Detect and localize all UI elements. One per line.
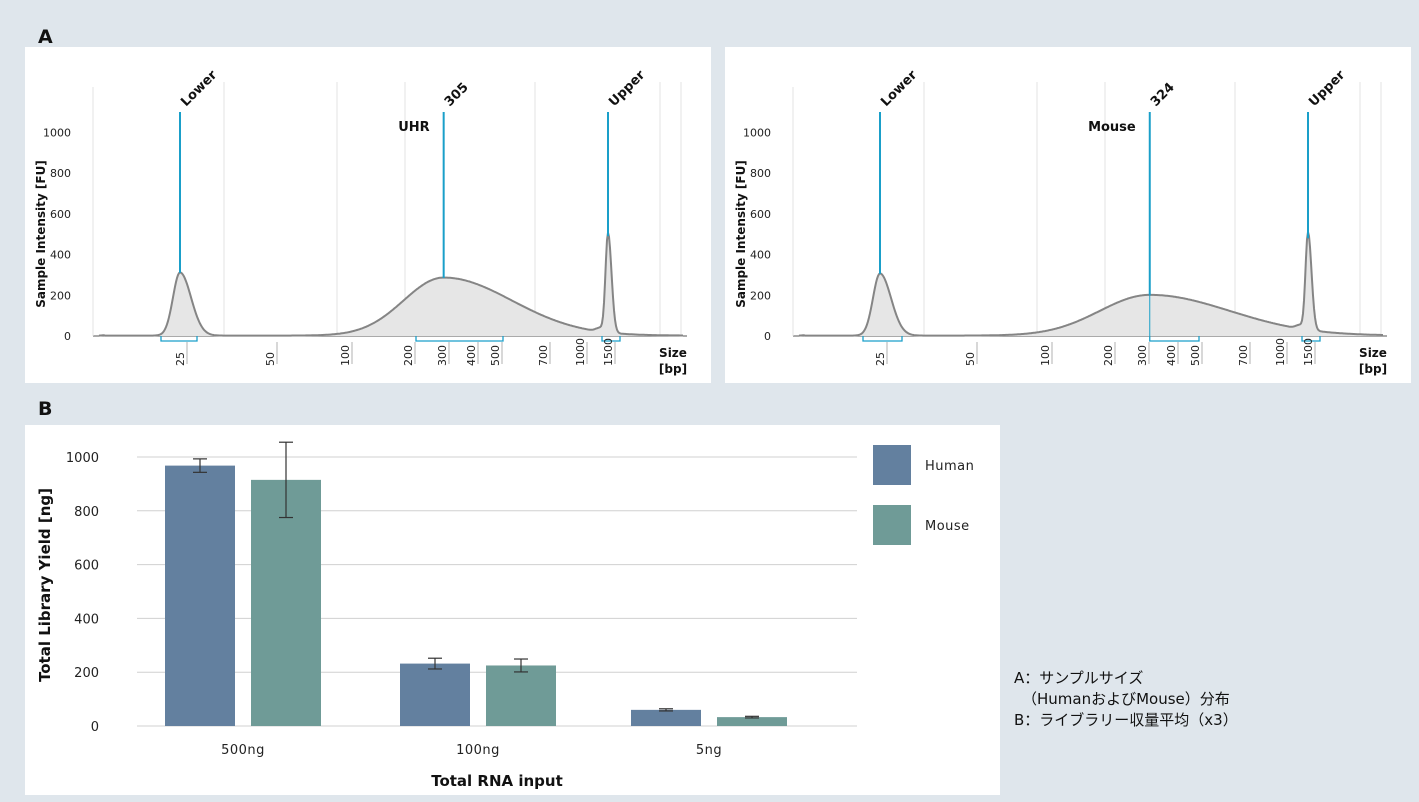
upper-marker-label: Upper [1306, 67, 1348, 109]
region-bracket [601, 336, 621, 342]
lower-marker-label: Lower [178, 67, 220, 109]
y-tick-label: 800 [50, 167, 71, 180]
caption-line-2: （HumanおよびMouse）分布 [1022, 690, 1230, 708]
legend-label-mouse: Mouse [925, 519, 970, 534]
x-tick-label: 5ng [696, 743, 722, 758]
x-axis-label: Size [659, 346, 687, 360]
panel-label-b: B [38, 398, 53, 420]
main-peak-marker-label: 324 [1148, 80, 1178, 110]
y-tick-label: 200 [74, 666, 99, 681]
upper-marker-label: Upper [606, 67, 648, 109]
x-tick-label: 300 [1136, 345, 1149, 366]
x-tick-label: 25 [874, 352, 887, 366]
x-tick-label: 500ng [221, 743, 265, 758]
x-axis-label: Size [1359, 346, 1387, 360]
x-tick-label: 100 [339, 345, 352, 366]
y-tick-label: 0 [91, 720, 99, 735]
y-axis-label: Total Library Yield [ng] [36, 488, 54, 682]
y-tick-label: 400 [750, 249, 771, 262]
library-yield-bar-chart: 0 200 400 600 800 1000 Total Library Yield [ng… [25, 425, 1000, 795]
y-tick-label: 400 [74, 612, 99, 627]
region-bracket [415, 336, 504, 342]
trace-line [98, 232, 683, 337]
region-bracket [862, 336, 903, 342]
x-tick-label: 400 [1165, 345, 1178, 366]
x-tick-label: 1000 [1274, 338, 1287, 366]
bar-mouse-500ng [251, 479, 321, 726]
trace-fill [99, 232, 683, 336]
caption-line-1: A：サンプルサイズ [1014, 669, 1144, 687]
caption-line-3: B：ライブラリー収量平均（x3） [1014, 711, 1238, 729]
legend-swatch-mouse [873, 505, 911, 545]
y-axis-label: Sample Intensity [FU] [734, 160, 748, 308]
bar-human-5ng [631, 709, 701, 726]
x-tick-label: 200 [1102, 345, 1115, 366]
x-tick-label: 100 [1039, 345, 1052, 366]
y-tick-label: 1000 [743, 126, 771, 139]
bar-mouse-5ng [717, 717, 787, 726]
chart-title: Mouse [1088, 120, 1136, 135]
chart-title: UHR [398, 120, 429, 135]
legend-label-human: Human [925, 459, 974, 474]
x-tick-label: 1000 [574, 338, 587, 366]
y-tick-label: 800 [750, 167, 771, 180]
x-tick-label: 400 [465, 345, 478, 366]
y-tick-label: 1000 [43, 126, 71, 139]
y-tick-label: 0 [764, 330, 771, 343]
x-tick-label: 500 [1189, 345, 1202, 366]
panel-label-a: A [38, 26, 53, 48]
x-axis-label: Total RNA input [431, 772, 563, 790]
y-tick-label: 600 [74, 559, 99, 574]
trace-line [798, 231, 1383, 337]
x-tick-label: 1500 [602, 338, 615, 366]
x-tick-label: 700 [1237, 345, 1250, 366]
x-tick-label: 500 [489, 345, 502, 366]
y-tick-label: 200 [750, 289, 771, 302]
electropherogram-mouse: 0 200 400 600 800 1000 Sample Intensity [FU] Lo… [725, 47, 1411, 383]
y-tick-label: 800 [74, 505, 99, 520]
x-axis-unit: [bp] [1359, 362, 1387, 376]
x-tick-label: 300 [436, 345, 449, 366]
y-tick-label: 0 [64, 330, 71, 343]
x-tick-label: 100ng [456, 743, 500, 758]
x-tick-label: 25 [174, 352, 187, 366]
main-peak-marker-label: 305 [442, 80, 472, 110]
x-tick-label: 50 [264, 352, 277, 366]
bar-human-500ng [165, 465, 235, 726]
region-bracket [1149, 336, 1200, 342]
y-tick-label: 200 [50, 289, 71, 302]
legend-swatch-human [873, 445, 911, 485]
region-bracket [160, 336, 198, 342]
lower-marker-label: Lower [878, 67, 920, 109]
x-tick-label: 200 [402, 345, 415, 366]
figure-caption: A：サンプルサイズ （HumanおよびMouse）分布 B：ライブラリー収量平均… [1014, 668, 1238, 731]
y-axis-label: Sample Intensity [FU] [34, 160, 48, 308]
bar-mouse-100ng [486, 665, 556, 726]
electropherogram-uhr: 0 200 400 600 800 1000 Sample Intensity [FU] Lo… [25, 47, 711, 383]
y-tick-label: 400 [50, 249, 71, 262]
x-axis-unit: [bp] [659, 362, 687, 376]
x-tick-label: 50 [964, 352, 977, 366]
y-tick-label: 600 [750, 208, 771, 221]
x-tick-label: 700 [537, 345, 550, 366]
bar-human-100ng [400, 663, 470, 726]
y-tick-label: 1000 [66, 451, 99, 466]
y-tick-label: 600 [50, 208, 71, 221]
region-bracket [1301, 336, 1321, 342]
x-tick-label: 1500 [1302, 338, 1315, 366]
